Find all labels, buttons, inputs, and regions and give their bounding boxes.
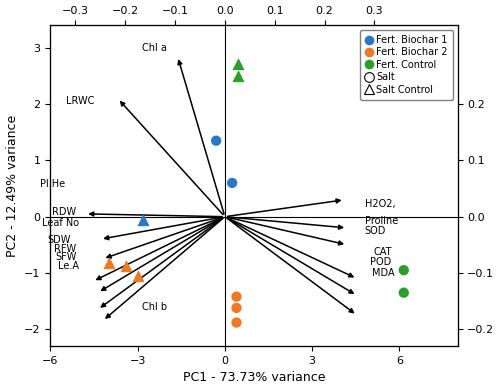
Text: CAT: CAT	[373, 246, 392, 257]
Point	[134, 273, 141, 279]
Text: Chl a: Chl a	[142, 43, 167, 53]
Text: POD: POD	[370, 257, 392, 267]
Point	[400, 289, 408, 296]
X-axis label: PC1 - 73.73% variance: PC1 - 73.73% variance	[182, 371, 325, 385]
Text: SDW: SDW	[48, 235, 70, 245]
Point	[400, 267, 408, 273]
Point	[140, 216, 147, 223]
Point	[122, 263, 130, 269]
Text: H2O2,: H2O2,	[364, 199, 395, 209]
Point	[228, 180, 236, 186]
Point	[234, 60, 242, 67]
Point	[212, 138, 220, 144]
Point	[232, 294, 240, 300]
Y-axis label: PC2 - 12.49% variance: PC2 - 12.49% variance	[6, 115, 18, 257]
Text: RDW: RDW	[52, 207, 76, 217]
Point	[232, 305, 240, 311]
Point	[232, 319, 240, 326]
Legend: Fert. Biochar 1, Fert. Biochar 2, Fert. Control, Salt, Salt Control: Fert. Biochar 1, Fert. Biochar 2, Fert. …	[360, 30, 452, 99]
Text: Le.A: Le.A	[58, 261, 80, 271]
Point	[234, 73, 242, 79]
Text: Chl b: Chl b	[142, 302, 167, 312]
Text: Proline: Proline	[364, 216, 398, 226]
Text: Pl.He: Pl.He	[40, 179, 65, 189]
Point	[104, 260, 112, 266]
Text: RFW: RFW	[54, 245, 76, 254]
Text: LRWC: LRWC	[66, 96, 94, 106]
Text: SFW: SFW	[55, 252, 76, 262]
Text: MDA: MDA	[372, 268, 394, 278]
Text: Leaf No: Leaf No	[42, 218, 80, 229]
Text: SOD: SOD	[364, 226, 386, 236]
